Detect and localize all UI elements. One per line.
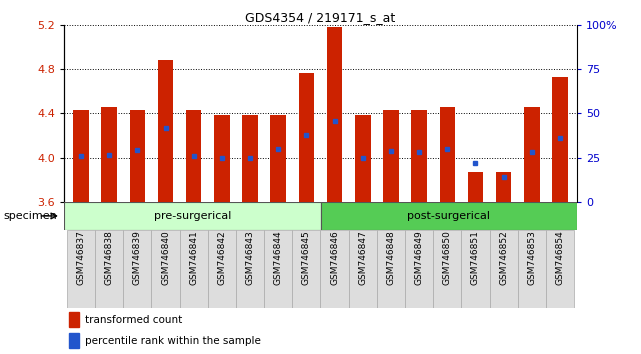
Bar — [158, 60, 173, 202]
Bar — [496, 172, 512, 202]
Bar — [440, 107, 455, 202]
Text: GSM746846: GSM746846 — [330, 230, 339, 285]
Text: GSM746842: GSM746842 — [217, 230, 226, 285]
Bar — [151, 230, 179, 308]
Text: pre-surgerical: pre-surgerical — [154, 211, 231, 221]
Text: GSM746838: GSM746838 — [104, 230, 113, 285]
Bar — [405, 230, 433, 308]
Text: GSM746852: GSM746852 — [499, 230, 508, 285]
Text: GSM746843: GSM746843 — [246, 230, 254, 285]
Text: transformed count: transformed count — [85, 315, 182, 325]
Bar — [64, 202, 321, 230]
Bar — [67, 230, 95, 308]
Bar — [377, 230, 405, 308]
Title: GDS4354 / 219171_s_at: GDS4354 / 219171_s_at — [246, 11, 395, 24]
Text: percentile rank within the sample: percentile rank within the sample — [85, 336, 260, 346]
Text: GSM746848: GSM746848 — [387, 230, 395, 285]
Bar — [320, 202, 577, 230]
Bar — [355, 115, 370, 202]
Bar — [214, 115, 229, 202]
Bar — [518, 230, 546, 308]
Bar — [69, 312, 79, 327]
Bar — [412, 110, 427, 202]
Bar — [186, 110, 201, 202]
Bar — [179, 230, 208, 308]
Text: GSM746849: GSM746849 — [415, 230, 424, 285]
Bar — [468, 172, 483, 202]
Bar — [69, 333, 79, 348]
Bar — [101, 107, 117, 202]
Bar — [271, 115, 286, 202]
Bar — [129, 110, 145, 202]
Bar — [349, 230, 377, 308]
Bar — [292, 230, 320, 308]
Bar — [546, 230, 574, 308]
Text: GSM746853: GSM746853 — [528, 230, 537, 285]
Text: GSM746839: GSM746839 — [133, 230, 142, 285]
Text: specimen: specimen — [3, 211, 57, 221]
Bar — [242, 115, 258, 202]
Text: post-surgerical: post-surgerical — [407, 211, 490, 221]
Bar — [299, 74, 314, 202]
Text: GSM746844: GSM746844 — [274, 230, 283, 285]
Bar — [553, 77, 568, 202]
Bar — [264, 230, 292, 308]
Bar — [208, 230, 236, 308]
Bar — [73, 110, 88, 202]
Text: GSM746837: GSM746837 — [76, 230, 85, 285]
Text: GSM746854: GSM746854 — [556, 230, 565, 285]
Bar — [490, 230, 518, 308]
Bar — [524, 107, 540, 202]
Text: GSM746841: GSM746841 — [189, 230, 198, 285]
Text: GSM746850: GSM746850 — [443, 230, 452, 285]
Text: GSM746840: GSM746840 — [161, 230, 170, 285]
Bar — [383, 110, 399, 202]
Text: GSM746847: GSM746847 — [358, 230, 367, 285]
Text: GSM746845: GSM746845 — [302, 230, 311, 285]
Bar — [95, 230, 123, 308]
Bar — [123, 230, 151, 308]
Bar — [433, 230, 462, 308]
Bar — [236, 230, 264, 308]
Bar — [327, 27, 342, 202]
Bar — [462, 230, 490, 308]
Text: GSM746851: GSM746851 — [471, 230, 480, 285]
Bar — [320, 230, 349, 308]
